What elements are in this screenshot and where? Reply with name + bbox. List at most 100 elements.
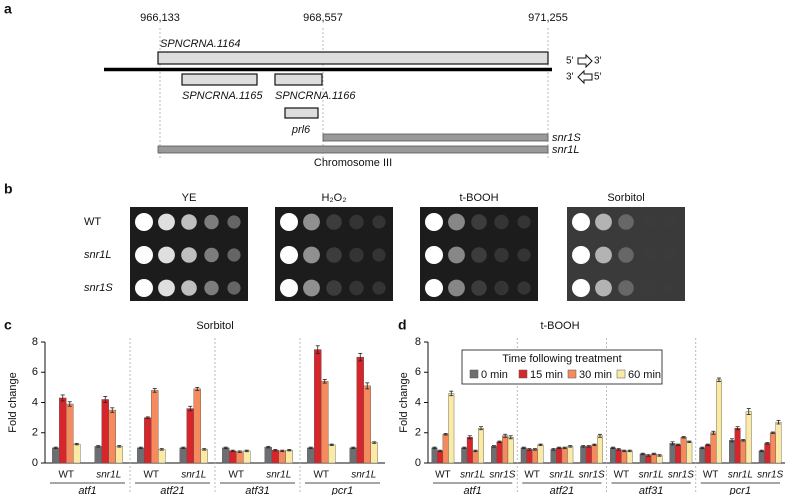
bar xyxy=(531,449,538,464)
error-bar xyxy=(627,449,632,453)
error-bar xyxy=(730,438,735,443)
chromosome-label: Chromosome III xyxy=(314,157,392,169)
colony-spot xyxy=(227,215,241,229)
bar xyxy=(675,444,682,464)
error-bar xyxy=(508,435,513,440)
colony-spot xyxy=(572,213,590,231)
bar xyxy=(370,442,378,464)
colony-spot xyxy=(448,213,465,231)
error-bar xyxy=(202,448,207,451)
bar xyxy=(222,447,230,464)
bar xyxy=(363,385,371,464)
group-label: atf31 xyxy=(245,485,269,495)
bar xyxy=(307,447,315,464)
bar xyxy=(186,408,194,464)
x-tick-label: snr1S xyxy=(489,470,515,481)
coordinate: 971,255 xyxy=(528,12,568,24)
colony-spot xyxy=(641,280,656,296)
bar xyxy=(550,449,557,464)
bar xyxy=(158,449,166,464)
bar xyxy=(610,447,616,464)
bar xyxy=(585,446,592,464)
bar xyxy=(567,446,574,464)
bar xyxy=(734,428,741,464)
bar xyxy=(580,446,587,464)
error-bar xyxy=(181,446,186,450)
error-bar xyxy=(351,446,356,450)
bar xyxy=(108,409,116,464)
bar xyxy=(775,421,782,464)
error-bar xyxy=(711,430,716,435)
feature-label: snr1S xyxy=(552,132,581,144)
colony-spot xyxy=(641,247,656,263)
error-bar xyxy=(287,448,292,452)
error-bar xyxy=(432,446,437,450)
colony-spot xyxy=(471,247,487,263)
bar xyxy=(745,411,752,464)
x-tick-label: WT xyxy=(143,470,159,481)
bar xyxy=(448,393,455,464)
colony-spot xyxy=(280,213,298,231)
error-bar xyxy=(765,442,770,445)
bar xyxy=(699,447,706,464)
colony-spot xyxy=(303,213,320,231)
error-bar xyxy=(646,454,651,457)
error-bar xyxy=(266,445,271,449)
feature-label: snr1L xyxy=(552,144,580,156)
bar xyxy=(137,447,145,464)
bar xyxy=(591,444,598,464)
error-bar xyxy=(657,454,662,457)
bar xyxy=(200,449,208,464)
error-bar xyxy=(616,448,621,451)
bar xyxy=(236,451,244,464)
error-bar xyxy=(503,433,508,438)
bar xyxy=(243,450,251,464)
bar xyxy=(502,435,509,464)
legend-swatch xyxy=(616,369,626,379)
bar xyxy=(615,449,622,464)
colony-spot xyxy=(471,214,487,230)
x-tick-label: snr1L xyxy=(266,470,291,481)
colony-spot xyxy=(326,214,342,230)
bar xyxy=(264,446,272,464)
bar xyxy=(704,444,711,464)
error-bar xyxy=(586,445,591,448)
spot-assay: YE H₂O₂ t-BOOH Sorbitol WT snr1L snr1S xyxy=(84,192,685,301)
panel-label: a xyxy=(4,1,12,17)
bar xyxy=(680,437,687,464)
bar xyxy=(356,356,364,464)
x-tick-label: snr1L xyxy=(351,470,376,481)
condition-label: Sorbitol xyxy=(607,192,644,204)
coordinate: 966,133 xyxy=(140,12,180,24)
colony-spot xyxy=(372,215,386,229)
y-tick-label: 4 xyxy=(32,396,38,408)
colony-spot xyxy=(572,246,590,264)
condition-label: t-BOOH xyxy=(459,192,498,204)
x-tick-label: WT xyxy=(58,470,74,481)
bar xyxy=(669,443,676,464)
bar xyxy=(278,450,286,464)
error-bar xyxy=(110,407,115,413)
bar xyxy=(66,403,74,464)
group-label: atf1 xyxy=(463,485,481,495)
error-bar xyxy=(478,426,483,431)
x-tick-label: snr1L xyxy=(728,470,753,481)
bar xyxy=(507,437,514,464)
bar xyxy=(321,381,329,464)
colony-spot xyxy=(135,279,153,297)
bar xyxy=(52,447,60,464)
error-bar xyxy=(770,431,775,434)
colony-spot xyxy=(494,280,509,296)
transcript-bar xyxy=(157,145,549,154)
x-tick-label: snr1L xyxy=(639,470,664,481)
error-bar xyxy=(152,388,157,393)
bar xyxy=(314,349,322,464)
colony-spot xyxy=(425,279,443,297)
x-tick-label: snr1L xyxy=(549,470,574,481)
error-bar xyxy=(273,448,278,452)
error-bar xyxy=(651,452,656,456)
bar xyxy=(349,447,357,464)
colony-spot xyxy=(448,279,465,297)
x-tick-label: WT xyxy=(228,470,244,481)
legend-label: 30 min xyxy=(579,369,612,381)
